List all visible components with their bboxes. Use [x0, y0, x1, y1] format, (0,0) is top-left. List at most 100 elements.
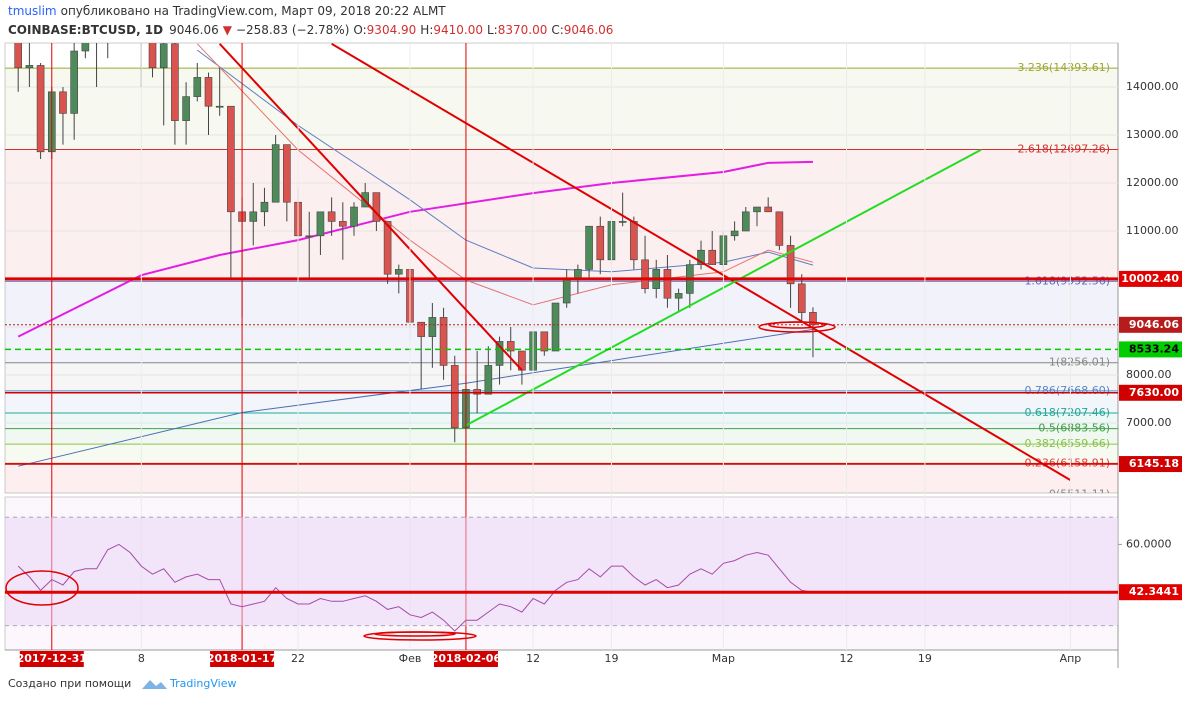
- ohlc-label: H:: [420, 23, 433, 37]
- candle-body: [741, 211, 750, 232]
- x-tick-label: Фев: [399, 652, 422, 665]
- candle-body: [630, 221, 638, 261]
- level-label: 0.236(6158.91): [1024, 456, 1110, 469]
- y-tick-label: 14000.00: [1126, 80, 1179, 93]
- candle-body: [249, 211, 258, 222]
- date-tag-label: 2018-02-06: [431, 652, 502, 665]
- candle-body: [339, 221, 347, 227]
- price-tag-label: 9046.06: [1129, 318, 1179, 331]
- price-tag-label: 7630.00: [1129, 386, 1179, 399]
- date-tag-label: 2017-12-31: [17, 652, 87, 665]
- level-label: 0.786(7668.60): [1024, 384, 1110, 397]
- candle-body: [305, 235, 314, 238]
- price-pane-bg: [4, 42, 1119, 494]
- candle-body: [708, 249, 717, 265]
- footer-brand[interactable]: TradingView: [169, 677, 236, 690]
- y-tick-label: 7000.00: [1126, 416, 1172, 429]
- candle-body: [350, 206, 358, 227]
- price-tag: [1119, 584, 1182, 601]
- candle-body: [316, 211, 325, 237]
- candle-body: [182, 96, 190, 121]
- x-tick-label: 12: [840, 652, 854, 665]
- candle-body: [585, 225, 593, 270]
- plot-layer: 3.236(14393.61) 2.618(12697.26) 1.618(9952…: [4, 42, 1182, 668]
- date-tag-label: 2018-01-17: [207, 652, 277, 665]
- candle-body: [562, 278, 571, 304]
- header-quote: COINBASE:BTCUSD, 1D 9046.06 ▼ −258.83 (−2.7…: [8, 23, 613, 37]
- level-fill: [5, 362, 1118, 391]
- candle-body: [417, 321, 425, 337]
- candle-body: [551, 302, 560, 352]
- ohlc-value: 9410.00: [433, 23, 483, 37]
- price-tag: [1119, 341, 1182, 358]
- candle-body: [70, 50, 78, 114]
- level-fill: [5, 444, 1118, 464]
- user[interactable]: tmuslim: [8, 4, 57, 18]
- candle-body: [227, 105, 235, 213]
- candle-body: [697, 249, 705, 265]
- band-fill: [5, 517, 1118, 626]
- level-fill: [5, 428, 1118, 445]
- candle-body: [596, 225, 605, 261]
- price-tag: [1119, 316, 1182, 333]
- candle-body: [148, 43, 157, 69]
- candle-body: [260, 201, 269, 213]
- ohlc-value: 8370.00: [498, 23, 548, 37]
- scribble: [768, 321, 826, 329]
- brand-logo: [142, 680, 167, 689]
- candle-body: [674, 293, 683, 299]
- last: 9046.06: [169, 23, 219, 37]
- candle-body: [25, 65, 34, 69]
- header-line: tmuslim опубликовано на TradingView.com, …: [8, 4, 446, 18]
- hand-drawings: [5, 321, 836, 641]
- x-tick-label: Мар: [712, 652, 735, 665]
- candle-body: [473, 389, 481, 395]
- candle-body: [159, 43, 168, 69]
- price-tag: [1119, 384, 1182, 401]
- x-tick-label: 12: [526, 652, 540, 665]
- price-tag-label: 6145.18: [1129, 457, 1179, 470]
- candle-body: [394, 269, 403, 275]
- y-tick-label: 11000.00: [1126, 224, 1179, 237]
- candle-body: [641, 259, 649, 289]
- footer-text: Создано при помощи: [8, 677, 131, 690]
- series-line: [17, 543, 814, 632]
- price-tag: [1119, 456, 1182, 473]
- level-fill: [5, 463, 1118, 493]
- y-tick-label: 12000.00: [1126, 176, 1179, 189]
- symbol: COINBASE:BTCUSD, 1D: [8, 23, 163, 37]
- x-tick-label: 22: [291, 652, 305, 665]
- pane-candlestick: 3.236(14393.61) 2.618(12697.26) 1.618(9952…: [5, 43, 1118, 500]
- circle-mark: [5, 570, 79, 606]
- level-label: 1.618(9952.56): [1024, 274, 1110, 287]
- date-tag: [433, 651, 498, 667]
- candle-body: [764, 206, 772, 213]
- candle-body: [809, 312, 817, 326]
- candle-body: [171, 43, 179, 121]
- price-tag-label: 10002.40: [1121, 272, 1179, 285]
- level-fill: [5, 68, 1118, 150]
- price-tag-label: 42.3441: [1129, 585, 1179, 598]
- level-fill: [5, 281, 1118, 363]
- pane-line: [5, 516, 1118, 632]
- y-tick-label: 13000.00: [1126, 128, 1179, 141]
- x-tick-label: 8: [138, 652, 145, 665]
- change: −258.83 (−2.78%): [236, 23, 349, 37]
- candle-body: [327, 211, 336, 222]
- candle-body: [450, 365, 459, 429]
- candle-body: [36, 65, 45, 153]
- ohlc-value: 9304.90: [367, 23, 417, 37]
- candle-body: [753, 206, 761, 213]
- price-tag: [1119, 270, 1182, 287]
- level-label: 0.618(7207.46): [1024, 406, 1110, 419]
- candle-body: [193, 77, 202, 97]
- candle-body: [540, 331, 549, 352]
- date-tag: [19, 651, 84, 667]
- ohlc-label: O:: [353, 23, 366, 37]
- trend-line: [218, 43, 523, 371]
- price-tag-label: 8533.24: [1129, 342, 1179, 355]
- level-label: 0(5511.11): [1049, 487, 1110, 500]
- candle-body: [495, 341, 504, 366]
- candle-body: [618, 221, 627, 223]
